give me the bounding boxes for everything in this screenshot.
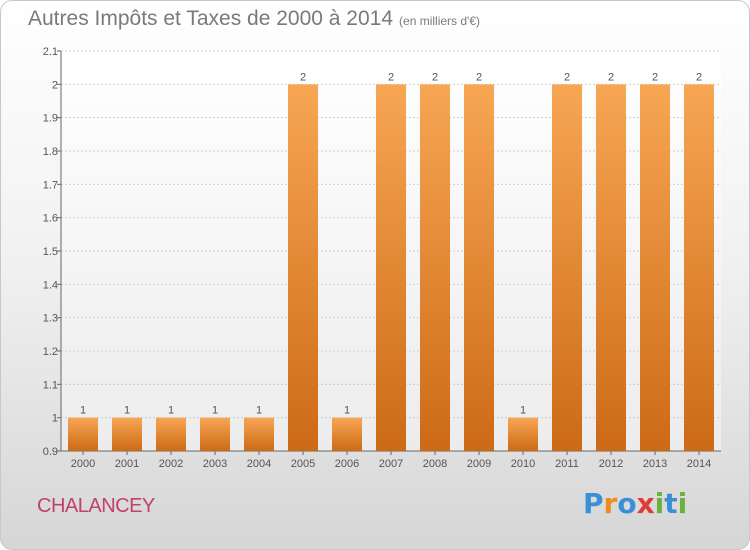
- chart-title: Autres Impôts et Taxes de 2000 à 2014: [28, 7, 394, 30]
- bar-2006: [332, 417, 362, 451]
- x-tick-label-2008: 2008: [423, 458, 447, 470]
- chart-subtitle: (en milliers d'€): [399, 14, 481, 28]
- x-tick-label-2001: 2001: [115, 458, 139, 470]
- x-tick-label-2010: 2010: [511, 458, 535, 470]
- y-tick-label: 1.9: [43, 113, 58, 125]
- y-tick-label: 1.1: [43, 379, 58, 391]
- data-label-2010: 1: [520, 405, 526, 417]
- bar-2005: [288, 84, 318, 451]
- y-tick-label: 1.5: [43, 246, 58, 258]
- y-tick-label: 0.9: [43, 446, 58, 458]
- bar-2010: [508, 417, 538, 451]
- bar-2012: [596, 84, 626, 451]
- data-label-2014: 2: [696, 71, 702, 83]
- y-tick-label: 1.8: [43, 146, 58, 158]
- data-label-2012: 2: [608, 71, 614, 83]
- logo-letter: x: [636, 487, 655, 520]
- bar-2001: [112, 417, 142, 451]
- y-tick-label: 1.3: [43, 313, 58, 325]
- bars: [68, 84, 714, 451]
- bar-2009: [464, 84, 494, 451]
- proxiti-logo: Proxiti: [583, 487, 687, 520]
- y-tick-label: 2: [52, 79, 58, 91]
- bar-2013: [640, 84, 670, 451]
- x-tick-label-2004: 2004: [247, 458, 271, 470]
- data-label-2001: 1: [124, 405, 130, 417]
- x-tick-label-2007: 2007: [379, 458, 403, 470]
- data-label-2011: 2: [564, 71, 570, 83]
- x-tick-label-2011: 2011: [555, 458, 579, 470]
- data-label-2007: 2: [388, 71, 394, 83]
- bar-2002: [156, 417, 186, 451]
- data-label-2008: 2: [432, 71, 438, 83]
- data-label-2004: 1: [256, 405, 262, 417]
- y-tick-label: 1: [52, 413, 58, 425]
- x-tick-labels: 2000 2001 2002 2003 2004 2005 2006 2007 2008 2009…: [71, 458, 711, 470]
- y-tick-label: 2.1: [43, 46, 58, 58]
- x-tick-label-2014: 2014: [687, 458, 711, 470]
- bar-2000: [68, 417, 98, 451]
- data-labels: 1 1 1 1 1 2 1 2 2 2 1 2 2 2 2: [80, 71, 702, 416]
- data-label-2006: 1: [344, 405, 350, 417]
- y-tick-label: 1.2: [43, 346, 58, 358]
- bar-2007: [376, 84, 406, 451]
- data-label-2003: 1: [212, 405, 218, 417]
- chart-title-block: Autres Impôts et Taxes de 2000 à 2014 (en…: [28, 7, 480, 31]
- logo-letter: r: [603, 487, 618, 520]
- logo-letter: o: [617, 487, 637, 520]
- logo-letter: P: [583, 487, 604, 520]
- x-tick-label-2006: 2006: [335, 458, 359, 470]
- x-tick-label-2003: 2003: [203, 458, 227, 470]
- y-tick-labels: 0.9 1 1.1 1.2 1.3 1.4 1.5 1.6 1.7 1.8 1.9 2 2.1: [43, 46, 58, 458]
- x-tick-label-2002: 2002: [159, 458, 183, 470]
- logo-letter: i: [654, 487, 665, 520]
- bar-2008: [420, 84, 450, 451]
- commune-name: CHALANCEY: [37, 495, 155, 517]
- bar-2004: [244, 417, 274, 451]
- data-label-2009: 2: [476, 71, 482, 83]
- data-label-2000: 1: [80, 405, 86, 417]
- data-label-2013: 2: [652, 71, 658, 83]
- y-tick-label: 1.7: [43, 179, 58, 191]
- x-tick-label-2000: 2000: [71, 458, 95, 470]
- bar-2014: [684, 84, 714, 451]
- x-tick-label-2005: 2005: [291, 458, 315, 470]
- logo-letter: t: [664, 487, 678, 520]
- y-tick-label: 1.6: [43, 213, 58, 225]
- bar-2011: [552, 84, 582, 451]
- x-tick-label-2013: 2013: [643, 458, 667, 470]
- x-tick-label-2009: 2009: [467, 458, 491, 470]
- x-tick-label-2012: 2012: [599, 458, 623, 470]
- data-label-2002: 1: [168, 405, 174, 417]
- y-tick-label: 1.4: [43, 279, 58, 291]
- data-label-2005: 2: [300, 71, 306, 83]
- logo-letter: i: [677, 487, 688, 520]
- bar-2003: [200, 417, 230, 451]
